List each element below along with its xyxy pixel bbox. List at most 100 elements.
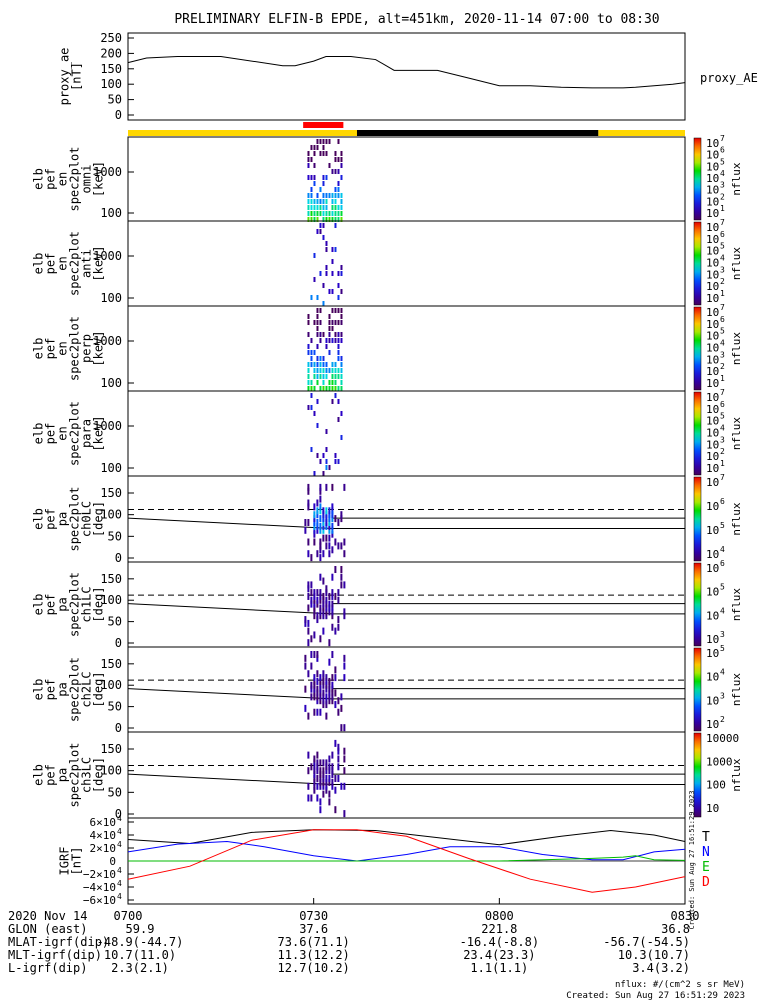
igrf-E-line	[128, 855, 686, 862]
spectrogram-pixel	[328, 289, 331, 294]
colorbar-tick-exponent: 1	[720, 459, 725, 468]
pitch-angle-pixel	[334, 786, 337, 794]
spectrogram-pixel	[310, 295, 313, 300]
pitch-angle-pixel	[319, 674, 322, 682]
spectrogram-pixel	[340, 411, 343, 416]
pitch-angle-pixel	[331, 674, 334, 682]
ytick-label: 100	[100, 593, 122, 607]
ytick-label: 100	[100, 764, 122, 778]
spectrogram-pixel	[340, 314, 343, 319]
ytick-label: 150	[100, 572, 122, 586]
colorbar-tick-label: 10	[706, 562, 719, 575]
spectrogram-pixel	[313, 386, 316, 391]
spectrogram-pixel	[328, 217, 331, 222]
pitch-angle-pixel	[334, 674, 337, 682]
pitch-angle-pixel	[325, 522, 328, 530]
colorbar-tick-exponent: 3	[720, 265, 725, 274]
spectrogram-pixel	[307, 211, 310, 216]
spectrogram-pixel	[331, 199, 334, 204]
panel-6-ylabel: pef	[44, 594, 58, 616]
spectrogram-pixel	[322, 356, 325, 361]
pitch-angle-pixel	[304, 654, 307, 662]
pitch-angle-pixel	[337, 596, 340, 604]
footer-row-value: 59.9	[126, 922, 155, 936]
colorbar-tick-exponent: 3	[720, 435, 725, 444]
pitch-angle-pixel	[334, 806, 337, 814]
spectrogram-pixel	[310, 145, 313, 150]
panel-2-ylabel: en	[56, 256, 70, 270]
pitch-angle-pixel	[325, 585, 328, 593]
panel-2-ylabel: anti	[80, 249, 94, 278]
spectrogram-pixel	[322, 181, 325, 186]
spectrogram-pixel	[325, 193, 328, 198]
pitch-angle-pixel	[307, 627, 310, 635]
spectrogram-pixel	[325, 199, 328, 204]
pitch-angle-pixel	[316, 677, 319, 685]
ytick-label: 150	[100, 486, 122, 500]
ytick-label: 0	[115, 551, 122, 565]
pitch-angle-pixel	[316, 550, 319, 558]
pitch-angle-pixel	[310, 554, 313, 562]
panel-1-ylabel: pef	[44, 168, 58, 190]
pitch-angle-pixel	[343, 662, 346, 670]
spectrogram-pixels-3	[307, 308, 343, 391]
panel-6-ylabel: pa	[56, 597, 70, 611]
spectrogram-pixel	[319, 199, 322, 204]
pitch-angle-pixel	[313, 511, 316, 519]
panel-9-ylabel: [nT]	[70, 847, 84, 876]
spectrogram-pixel	[310, 211, 313, 216]
pitch-angle-pixel	[325, 612, 328, 620]
pitch-angle-pixel	[313, 600, 316, 608]
spectrogram-pixel	[319, 211, 322, 216]
spectrogram-pixel	[325, 447, 328, 452]
colorbar-tick-label: 10	[706, 548, 719, 561]
colorbar-tick-label: 10	[706, 694, 719, 707]
spectrogram-pixel	[340, 217, 343, 222]
pitch-angle-pixel	[307, 585, 310, 593]
pitch-angle-pixel	[337, 519, 340, 526]
spectrogram-pixel	[325, 368, 328, 373]
ytick-label: 1000	[93, 165, 122, 179]
spectrogram-pixel	[307, 332, 310, 337]
pitch-angle-pixel	[337, 747, 340, 755]
footer-row-value: -48.9(-44.7)	[97, 935, 184, 949]
pitch-angle-pixel	[325, 775, 328, 782]
panel-7-ylabel: elb	[32, 679, 46, 701]
spectrogram-pixel	[313, 205, 316, 210]
footer-time-tick: 0800	[485, 909, 514, 923]
pitch-angle-pixel	[304, 526, 307, 534]
ytick-label: 100	[100, 291, 122, 305]
colorbar-tick-exponent: 3	[720, 181, 725, 190]
footer-row-value: 12.7(10.2)	[278, 961, 350, 975]
spectrogram-pixel	[331, 247, 334, 252]
ytick-label: 150	[100, 62, 122, 76]
pitch-angle-pixel	[319, 798, 322, 806]
pitch-angle-axes-6	[127, 561, 686, 648]
pitch-angle-pixel	[325, 674, 328, 682]
pitch-angle-pixel	[319, 697, 322, 705]
panel-2-ylabel: elb	[32, 253, 46, 275]
pitch-angle-pixel	[322, 627, 325, 635]
spectrogram-pixel	[340, 289, 343, 294]
pitch-angle-pixel	[331, 685, 334, 693]
spectrogram-pixel	[334, 308, 337, 313]
spectrogram-pixel	[331, 368, 334, 373]
pitch-angle-pixel	[343, 654, 346, 662]
pitch-angle-pixel	[316, 507, 319, 515]
spectrogram-pixel	[322, 193, 325, 198]
spectrogram-pixel	[313, 368, 316, 373]
pitch-angle-pixel	[316, 519, 319, 526]
pitch-angle-pixel	[316, 759, 319, 767]
pitch-angle-pixel	[340, 542, 343, 550]
pitch-angle-pixel	[337, 743, 340, 751]
ytick-label: 200	[100, 46, 122, 60]
pitch-angle-pixel	[322, 693, 325, 701]
colorbar-tick-exponent: 4	[720, 424, 725, 433]
pitch-angle-pixel	[322, 511, 325, 519]
pitch-angle-pixel	[331, 604, 334, 612]
colorbar-tick-exponent: 6	[720, 146, 725, 155]
spectrogram-pixel	[313, 211, 316, 216]
spectrogram-pixel	[313, 163, 316, 168]
pitch-angle-pixel	[307, 794, 310, 802]
colorbar-tick-label: 10	[706, 500, 719, 513]
